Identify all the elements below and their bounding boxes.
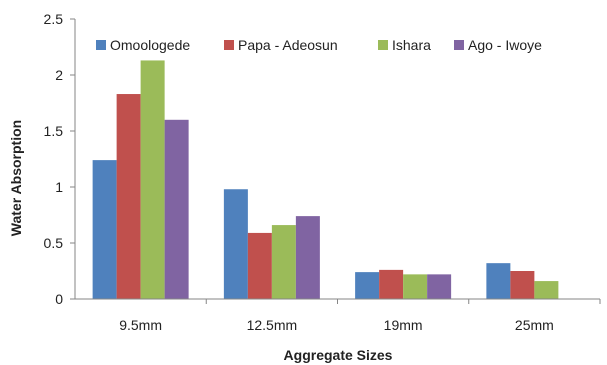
y-tick-label: 0 — [55, 291, 63, 307]
legend-label: Ago - Iwoye — [468, 37, 542, 53]
y-tick-label: 2 — [55, 67, 63, 83]
y-axis: 0 0.5 1 1.5 2 2.5 — [44, 11, 76, 307]
legend-label: Papa - Adeosun — [238, 37, 338, 53]
bar-ishara-19mm — [403, 274, 428, 299]
bar-ishara-12-5mm — [271, 225, 296, 299]
bar-ago-iwoye-12-5mm — [295, 216, 320, 299]
bar-ago-iwoye-19mm — [427, 274, 452, 299]
x-tick-label: 19mm — [384, 317, 423, 333]
bar-papa-adeosun-25mm — [510, 271, 535, 299]
y-tick-label: 0.5 — [44, 235, 64, 251]
legend-label: Ishara — [392, 37, 431, 53]
legend-swatch — [224, 40, 234, 50]
plot-area — [92, 60, 559, 299]
bar-papa-adeosun-9-5mm — [116, 94, 141, 299]
bar-omoologede-25mm — [486, 263, 511, 299]
x-axis: 9.5mm 12.5mm 19mm 25mm — [75, 298, 601, 333]
legend-swatch — [454, 40, 464, 50]
legend-swatch — [378, 40, 388, 50]
y-tick-label: 2.5 — [44, 11, 64, 27]
x-tick-label: 12.5mm — [247, 317, 298, 333]
y-tick-label: 1.5 — [44, 123, 64, 139]
x-tick-label: 25mm — [515, 317, 554, 333]
bar-ishara-25mm — [534, 281, 559, 299]
legend-label: Omoologede — [110, 37, 190, 53]
x-tick-label: 9.5mm — [119, 317, 162, 333]
bar-omoologede-12-5mm — [223, 189, 248, 299]
bar-omoologede-9-5mm — [92, 160, 117, 299]
legend-swatch — [96, 40, 106, 50]
bar-ishara-9-5mm — [140, 60, 165, 299]
y-tick-label: 1 — [55, 179, 63, 195]
bar-papa-adeosun-19mm — [379, 269, 404, 299]
bar-papa-adeosun-12-5mm — [247, 232, 272, 299]
bar-ago-iwoye-9-5mm — [164, 119, 189, 299]
bar-omoologede-19mm — [355, 272, 380, 299]
chart-legend: Omoologede Papa - Adeosun Ishara Ago - Iwoy… — [96, 37, 542, 53]
x-axis-title: Aggregate Sizes — [284, 347, 393, 363]
y-axis-title: Water Absorption — [8, 120, 24, 236]
